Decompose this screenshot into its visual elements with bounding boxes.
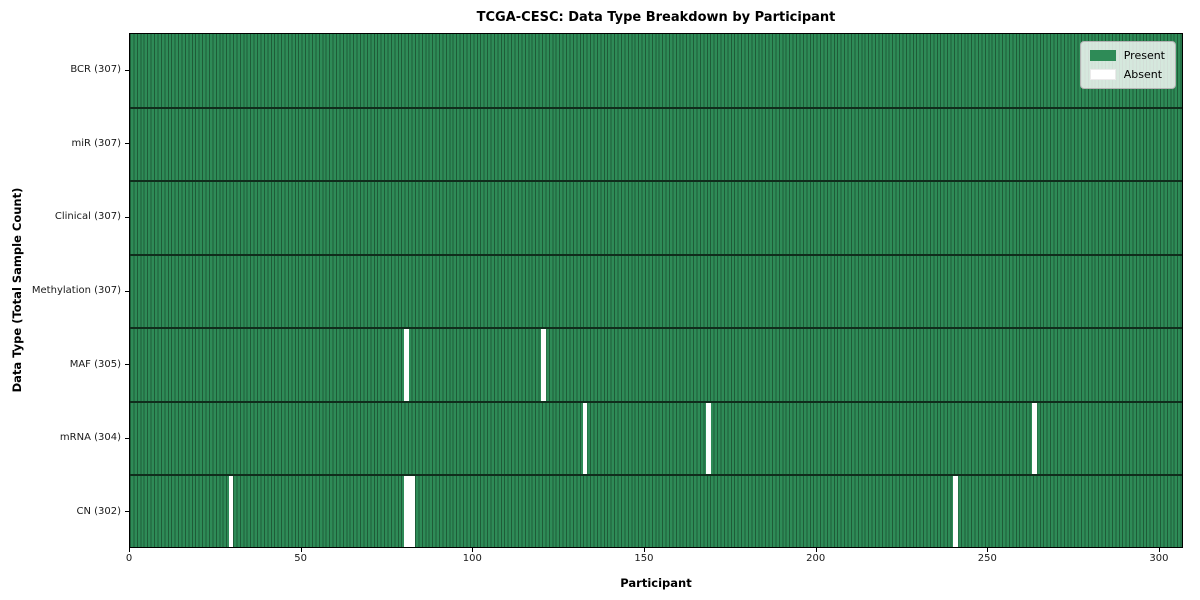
x-axis-label: Participant (620, 576, 692, 590)
heatmap-row-methylation (130, 254, 1182, 329)
heatmap-row-bcr (130, 34, 1182, 108)
x-tick-label-250: 250 (977, 553, 997, 564)
row-divider (130, 106, 1182, 109)
y-tick-label-maf: MAF (305) (69, 358, 121, 370)
legend-swatch-absent-icon (1089, 69, 1116, 80)
absent-cell (1032, 401, 1037, 476)
y-tick-label-cn: CN (302) (76, 505, 121, 517)
x-tick-mark (815, 548, 817, 552)
y-tick-label-clinical: Clinical (307) (54, 211, 121, 223)
x-tick-label-150: 150 (634, 553, 654, 564)
absent-cell (404, 328, 409, 402)
x-tick-mark (129, 548, 130, 552)
y-tick-mark (125, 216, 129, 218)
y-tick-mark (125, 437, 129, 439)
legend-label-present: Present (1123, 49, 1165, 62)
y-tick-label-mrna: mRNA (304) (59, 432, 121, 444)
legend-swatch-present-icon (1089, 50, 1116, 61)
x-tick-label-100: 100 (462, 553, 482, 564)
absent-cell (407, 475, 412, 547)
row-divider (130, 474, 1182, 477)
chart-title: TCGA-CESC: Data Type Breakdown by Partic… (476, 10, 836, 25)
legend-item-absent: Absent (1089, 68, 1165, 81)
plot-area: Present Absent (129, 33, 1183, 548)
legend: Present Absent (1079, 41, 1176, 89)
x-tick-label-200: 200 (806, 553, 826, 564)
absent-cell (229, 475, 234, 547)
row-divider (130, 253, 1182, 256)
absent-cell (541, 328, 546, 402)
y-tick-label-mir: miR (307) (71, 137, 121, 149)
absent-cell (411, 475, 416, 547)
absent-cell (582, 401, 588, 476)
x-tick-mark (472, 548, 474, 552)
x-tick-label-50: 50 (294, 553, 308, 564)
absent-cell (706, 401, 711, 476)
legend-label-absent: Absent (1123, 68, 1163, 81)
x-tick-mark (643, 548, 645, 552)
heatmap-row-mir (130, 107, 1182, 182)
x-tick-mark (1158, 548, 1160, 552)
legend-item-present: Present (1089, 49, 1165, 62)
y-tick-mark (125, 290, 129, 292)
x-tick-label-300: 300 (1149, 553, 1169, 564)
heatmap-row-mrna (130, 401, 1182, 476)
absent-cell (404, 475, 409, 547)
y-tick-label-methylation: Methylation (307) (31, 285, 121, 296)
heatmap-row-cn (130, 475, 1182, 547)
row-divider (130, 400, 1182, 403)
y-tick-mark (125, 364, 129, 366)
row-divider (130, 327, 1182, 330)
x-tick-mark (987, 548, 989, 552)
y-tick-mark (125, 143, 129, 145)
y-tick-mark (125, 511, 129, 513)
x-tick-label-0: 0 (125, 553, 133, 564)
y-tick-mark (125, 69, 129, 71)
y-tick-label-bcr: BCR (307) (70, 64, 121, 76)
heatmap-row-clinical (130, 181, 1182, 255)
row-divider (130, 180, 1182, 183)
x-tick-mark (300, 548, 302, 552)
absent-cell (953, 475, 958, 547)
heatmap-row-maf (130, 328, 1182, 402)
